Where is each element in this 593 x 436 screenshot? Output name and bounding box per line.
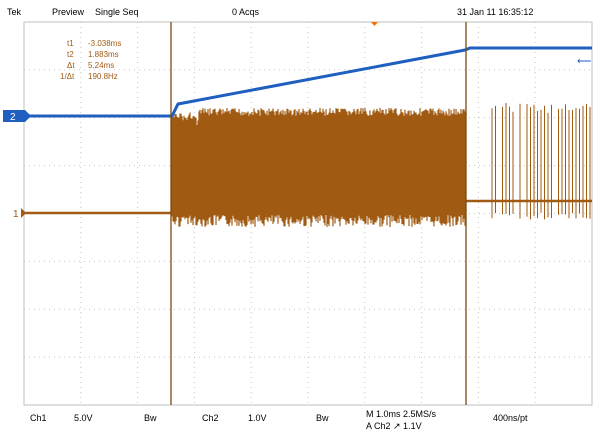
dt-value: 5.24ms [88,61,114,70]
trigger-position-marker [371,22,378,26]
t1-label: t1 [67,39,74,48]
trigger-setting: A Ch2 ↗ 1.1V [366,421,422,431]
status-bar: Tek Preview Single Seq 0 Acqs 31 Jan 11 … [0,0,593,22]
ch2-scale: 1.0V [248,413,267,423]
ch2-waveform [24,46,592,118]
t2-value: 1.883ms [88,50,119,59]
ch2-level-marker[interactable] [3,110,25,122]
ch1-bandwidth: Bw [144,413,157,423]
ch1-waveform [24,103,592,227]
ch1-scale: 5.0V [74,413,93,423]
t2-label: t2 [67,50,74,59]
record-resolution: 400ns/pt [493,413,528,423]
ch2-level-arrow-icon [25,110,31,122]
inv-dt-label: 1/Δt [60,72,75,81]
settings-bar: Ch1 5.0V Bw Ch2 1.0V Bw M 1.0ms 2.5MS/s … [0,405,593,436]
timestamp: 31 Jan 11 16:35:12 [457,7,534,17]
t1-value: -3.038ms [88,39,121,48]
timebase: M 1.0ms 2.5MS/s [366,409,437,419]
acquisition-count: 0 Acqs [232,7,260,17]
ch2-label[interactable]: Ch2 [202,413,219,423]
inv-dt-value: 190.8Hz [88,72,118,81]
ch1-level-arrow-icon [21,208,26,218]
ch2-bandwidth: Bw [316,413,329,423]
brand-label: Tek [7,7,22,17]
ch1-pulses [491,103,591,220]
ch2-marker-label: 2 [10,112,16,123]
dt-label: Δt [67,61,75,70]
ch1-marker-label: 1 [13,209,19,220]
ch1-label[interactable]: Ch1 [30,413,47,423]
acquisition-mode: Single Seq [95,7,139,17]
cursor-readout: t1 -3.038ms t2 1.883ms Δt 5.24ms 1/Δt 19… [60,39,121,81]
ch1-burst [171,108,466,227]
ch2-offscreen-arrow-icon: ⟵ [577,56,591,67]
preview-mode: Preview [52,7,85,17]
